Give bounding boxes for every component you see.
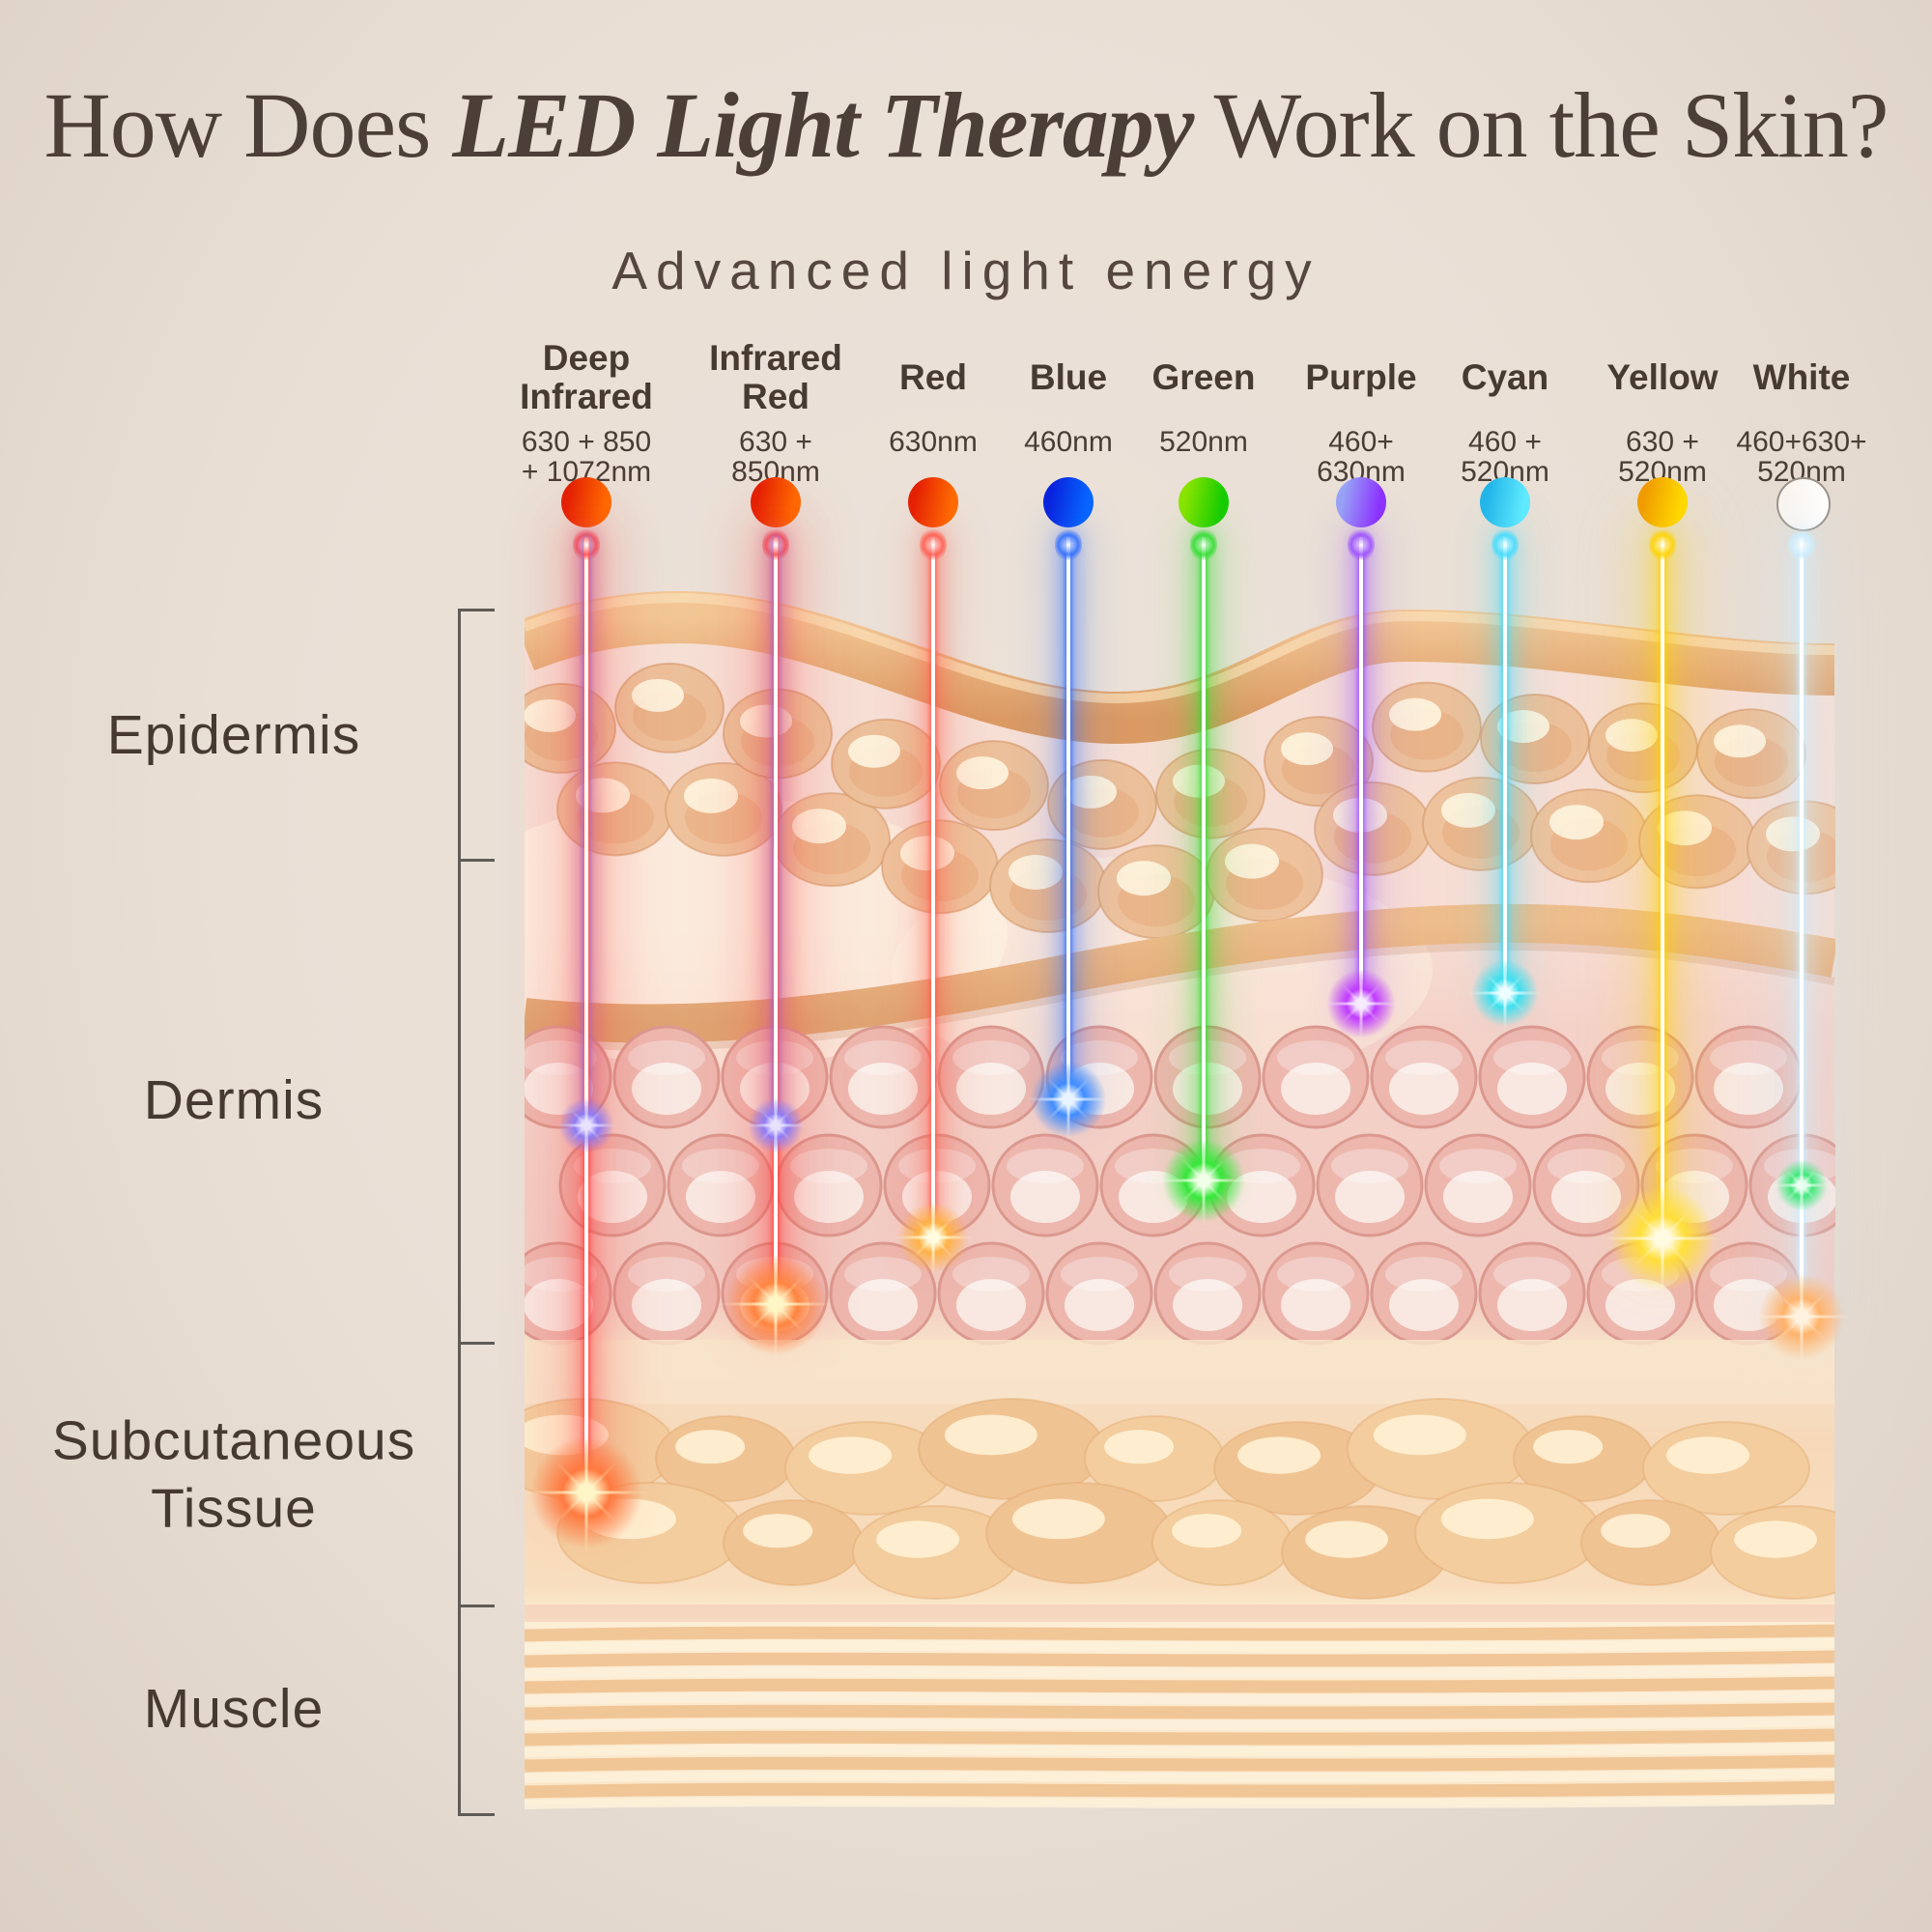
light-dot-green: [1179, 477, 1229, 527]
light-dot-cyan: [1480, 477, 1530, 527]
light-name-line: Cyan: [1461, 357, 1549, 398]
light-wavelength-line: 630 + 850: [521, 426, 652, 458]
layer-label-epidermis: Epidermis: [106, 704, 361, 767]
light-wavelength: 460+630+ 520nm: [1695, 427, 1908, 489]
light-column-purple: Purple 460+ 630nm: [1255, 330, 1467, 527]
title-suffix: Work on the Skin?: [1193, 73, 1889, 177]
light-wavelength-line: 460+: [1328, 426, 1394, 458]
light-dot-deep-infrared: [561, 477, 611, 527]
light-name-line: White: [1752, 357, 1851, 398]
light-column-cyan: Cyan 460 +520nm: [1399, 330, 1611, 527]
light-wavelength-line: 460nm: [1024, 426, 1113, 458]
light-name-line: Red: [899, 357, 967, 398]
light-wavelength: 460nm: [962, 427, 1175, 489]
dermis-subcutaneous-boundary: [525, 1340, 1834, 1404]
light-wavelength-line: 460+630+: [1736, 426, 1867, 458]
light-wavelength-line: 520nm: [1159, 426, 1248, 458]
light-name: Yellow: [1556, 330, 1769, 425]
light-dot-purple: [1336, 477, 1386, 527]
title-prefix: How Does: [43, 73, 453, 177]
basement-membrane-band: [525, 903, 1835, 1043]
light-name: Deep Infrared: [480, 330, 693, 425]
bracket-line: [458, 610, 461, 1814]
title-emphasis: LED Light Therapy: [452, 73, 1194, 177]
light-dot-white: [1776, 477, 1831, 531]
subcutaneous-fat-cells: [525, 1398, 1835, 1600]
light-column-infrared-red: Infrared Red 630 +850nm: [669, 330, 882, 527]
subtitle: Advanced light energy: [611, 241, 1321, 300]
light-dot-blue: [1043, 477, 1094, 527]
light-wavelength-line: 630 +: [1626, 426, 1699, 458]
light-name-line: Green: [1151, 357, 1256, 398]
light-name-line: Infrared: [520, 377, 653, 416]
page-title: How Does LED Light Therapy Work on the S…: [0, 71, 1932, 179]
light-dot-red: [908, 477, 958, 527]
bracket-tick: [458, 859, 495, 862]
layer-label-muscle: Muscle: [143, 1678, 325, 1741]
light-name-line: Purple: [1305, 357, 1417, 398]
light-dot-infrared-red: [751, 477, 801, 527]
light-wavelength-line: 630nm: [889, 426, 978, 458]
bracket-tick: [458, 1342, 495, 1345]
light-name: Red: [827, 330, 1039, 425]
skin-cross-section-illustration: [525, 590, 1835, 1809]
light-name-line: Yellow: [1606, 357, 1719, 398]
epidermis-cells: [525, 662, 1835, 940]
light-wavelength: 630 + 850 + 1072nm: [480, 427, 693, 489]
light-column-deep-infrared: Deep Infrared 630 + 850 + 1072nm: [480, 330, 693, 527]
light-name-line: Blue: [1029, 357, 1108, 398]
light-name: Blue: [962, 330, 1175, 425]
light-wavelength: 460 +520nm: [1399, 427, 1611, 489]
light-name: White: [1695, 330, 1908, 425]
light-name: Infrared Red: [669, 330, 882, 425]
light-column-yellow: Yellow 630 +520nm: [1556, 330, 1769, 527]
muscle-stripes: [525, 1624, 1835, 1809]
light-column-white: White 460+630+ 520nm: [1695, 330, 1908, 531]
light-column-blue: Blue 460nm: [962, 330, 1175, 527]
layer-label-subcutaneous-tissue: Subcutaneous Tissue: [51, 1409, 416, 1539]
bracket-tick: [458, 1605, 495, 1607]
light-column-red: Red 630nm: [827, 330, 1039, 527]
light-wavelength: 630nm: [827, 427, 1039, 489]
bracket-tick: [458, 1813, 495, 1816]
light-name-line: Red: [742, 377, 810, 416]
light-name: Purple: [1255, 330, 1467, 425]
light-wavelength: 520nm: [1097, 427, 1310, 489]
light-name-line: Deep: [542, 338, 631, 379]
light-wavelength-line: 460 +: [1468, 426, 1542, 458]
layer-label-dermis: Dermis: [143, 1069, 325, 1132]
light-dot-yellow: [1637, 477, 1688, 527]
light-name-line: Infrared: [709, 338, 842, 379]
light-name: Green: [1097, 330, 1310, 425]
light-name: Cyan: [1399, 330, 1611, 425]
light-wavelength-line: 630 +: [739, 426, 812, 458]
bracket-tick: [458, 609, 495, 611]
light-column-green: Green 520nm: [1097, 330, 1310, 527]
stratum-corneum-band: [525, 590, 1835, 745]
